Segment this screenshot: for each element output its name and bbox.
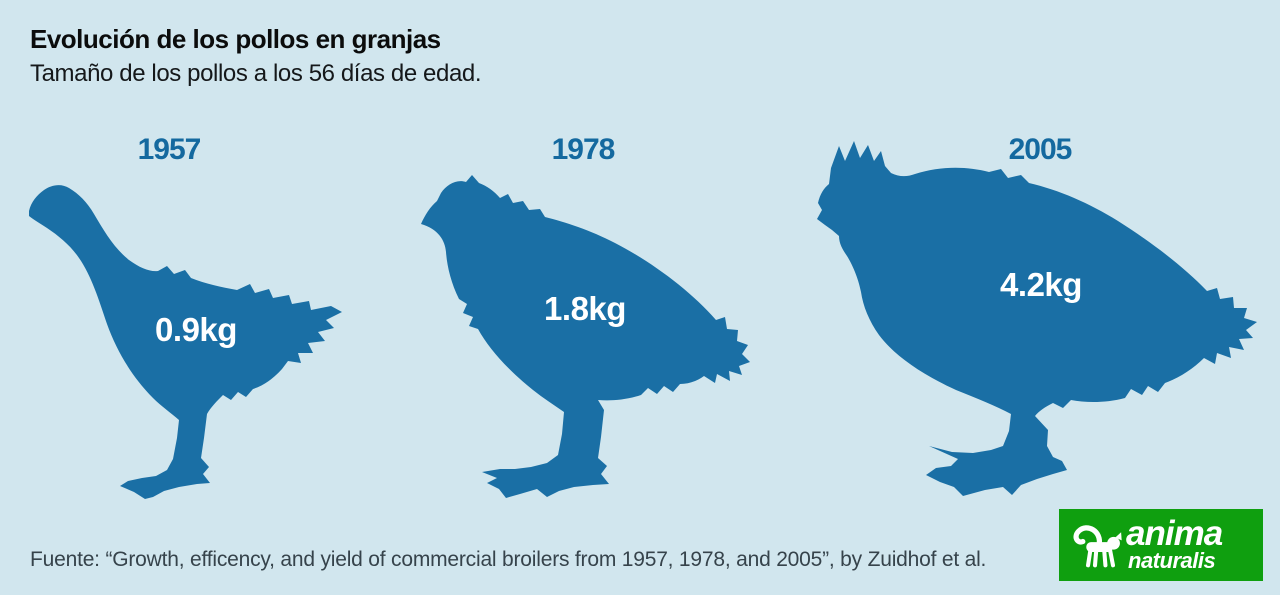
chicken-1978-silhouette bbox=[421, 175, 750, 498]
year-label-1978: 1978 bbox=[551, 133, 616, 166]
chicken-1957-silhouette bbox=[29, 185, 342, 500]
logo-text-anima: anima bbox=[1126, 514, 1223, 554]
animanaturalis-logo[interactable]: anima naturalis bbox=[1059, 509, 1263, 581]
chicken-2005-silhouette bbox=[817, 141, 1257, 496]
logo-wordmark: anima naturalis bbox=[1126, 514, 1223, 573]
page-subtitle: Tamaño de los pollos a los 56 días de ed… bbox=[30, 60, 482, 87]
year-label-2005: 2005 bbox=[1008, 133, 1073, 166]
weight-label-2005: 4.2kg bbox=[1000, 266, 1082, 303]
year-label-1957: 1957 bbox=[137, 133, 202, 166]
logo-text-naturalis: naturalis bbox=[1128, 547, 1216, 573]
page-title: Evolución de los pollos en granjas bbox=[30, 24, 441, 54]
monkey-icon bbox=[1073, 525, 1122, 568]
source-citation: Fuente: “Growth, efficency, and yield of… bbox=[30, 548, 987, 571]
weight-label-1978: 1.8kg bbox=[544, 290, 626, 327]
weight-label-1957: 0.9kg bbox=[155, 311, 237, 348]
